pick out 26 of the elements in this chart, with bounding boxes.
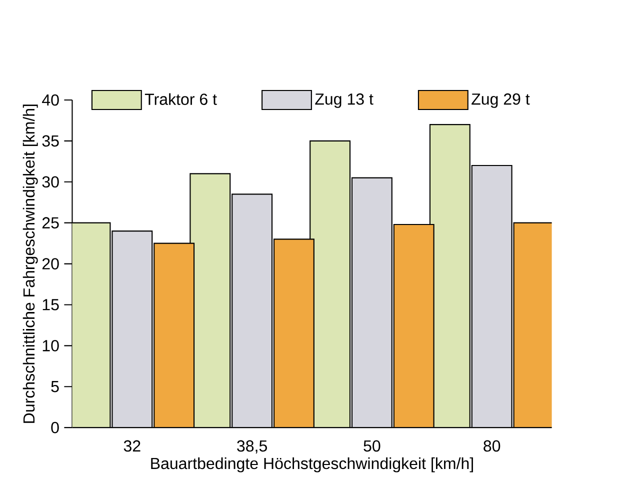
- bar: [154, 243, 194, 428]
- bar: [513, 222, 552, 428]
- x-tick-label: 38,5: [237, 440, 267, 454]
- bar: [471, 164, 512, 428]
- bar: [232, 194, 272, 428]
- y-tick-label: 0: [51, 422, 59, 433]
- legend-label: Zug 13 t: [315, 93, 374, 108]
- y-tick-label: 25: [42, 216, 59, 228]
- bar: [112, 230, 152, 428]
- y-tick-label: 30: [42, 176, 59, 188]
- x-tick-label: 50: [364, 440, 380, 452]
- y-tick-label: 35: [42, 135, 59, 146]
- y-axis-title: Durchschnittliche Fahrgeschwindigkeit [km/h]: [22, 104, 38, 423]
- y-tick-label: 20: [42, 258, 59, 270]
- x-axis-title: Bauartbedingte Höchstgeschwindigkeit [km/h]: [151, 457, 473, 472]
- y-tick-label: 15: [42, 298, 59, 310]
- x-tick-label: 80: [484, 440, 500, 452]
- bar: [274, 238, 314, 428]
- bar: [394, 224, 434, 428]
- y-tick-label: 10: [42, 340, 59, 352]
- bar: [352, 178, 392, 428]
- legend-label: Zug 29 t: [472, 93, 530, 108]
- y-tick-label: 5: [51, 380, 59, 392]
- x-tick-label: 32: [124, 440, 140, 452]
- y-tick-label: 40: [42, 94, 59, 106]
- legend-label: Traktor 6 t: [144, 92, 217, 105]
